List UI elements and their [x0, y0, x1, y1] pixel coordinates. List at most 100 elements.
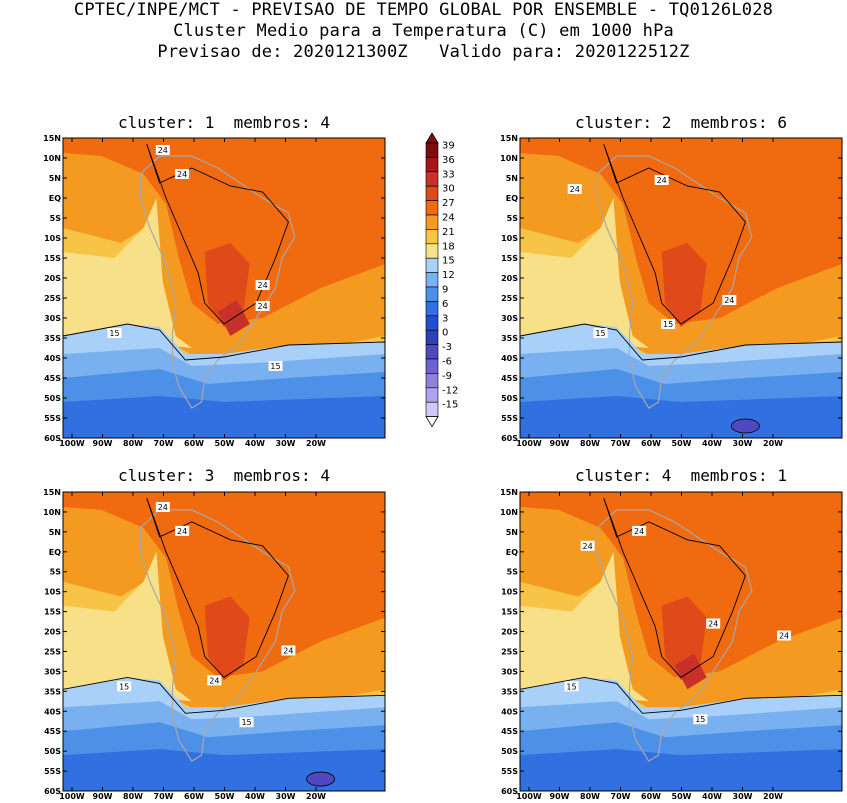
lat-tick-label: 5N: [506, 174, 518, 183]
colorbar-label: 27: [442, 198, 455, 209]
colorbar-swatch: [425, 301, 439, 317]
lat-tick-label: 15N: [43, 488, 61, 497]
contour-label-box: [693, 714, 708, 725]
lat-tick-label: 35S: [501, 687, 518, 696]
colorbar-swatch: [425, 401, 439, 417]
contour-label: 15: [119, 682, 129, 691]
lat-tick-label: 30S: [501, 314, 518, 323]
coastline: [596, 509, 753, 762]
colorbar-bottom-arrow: [425, 416, 439, 428]
contour-label: 15: [241, 718, 251, 727]
lat-tick-label: EQ: [49, 548, 61, 557]
lat-tick-label: 10N: [43, 508, 61, 517]
colorbar-swatch: [425, 344, 439, 360]
colorbar-swatch: [425, 157, 439, 173]
colorbar-label: 9: [442, 285, 448, 296]
contour-label-box: [175, 525, 190, 536]
colorbar-label: -9: [442, 371, 452, 382]
lat-tick-label: 50S: [44, 747, 61, 756]
colorbar-swatch: [425, 257, 439, 273]
colorbar-label: 36: [442, 155, 455, 166]
contour-label: 24: [177, 170, 187, 179]
colorbar-label: 30: [442, 184, 455, 195]
contour-label-box: [777, 630, 792, 641]
lat-tick-label: 10N: [500, 508, 518, 517]
contour-label-box: [255, 280, 270, 290]
lat-tick-label: 40S: [44, 707, 61, 716]
band-c6: [63, 396, 385, 438]
contour-label: 24: [634, 527, 644, 536]
band-c6: [520, 749, 842, 791]
lat-tick-label: 55S: [501, 767, 518, 776]
lat-tick-label: EQ: [49, 194, 61, 203]
lat-tick-label: 20S: [501, 628, 518, 637]
contour-15: [520, 323, 842, 361]
contour-label: 24: [177, 527, 187, 536]
contour-label: 24: [657, 176, 667, 185]
lon-tick-label: 60W: [184, 792, 204, 801]
band-c27: [520, 138, 842, 324]
colorbar-label: 15: [442, 256, 455, 267]
map-title-cluster-1: cluster: 1 membros: 4: [118, 113, 330, 132]
band-c18: [520, 198, 649, 348]
contour-label: 24: [209, 676, 219, 685]
colorbar-label: 24: [442, 213, 455, 224]
contour-label-box: [117, 681, 132, 692]
lat-tick-label: 30S: [44, 314, 61, 323]
contour-label-box: [580, 540, 595, 551]
colorbar-swatch: [425, 229, 439, 245]
lat-tick-label: 5S: [507, 214, 519, 223]
lon-tick-label: 80W: [580, 439, 600, 448]
contour-label-box: [255, 301, 270, 311]
lat-tick-label: 5N: [506, 528, 518, 537]
lat-tick-label: 20S: [501, 274, 518, 283]
colorbar-swatch: [425, 142, 439, 158]
band-c27: [520, 492, 842, 678]
contour-label-box: [107, 328, 122, 338]
colorbar-label: -15: [442, 400, 458, 411]
colorbar-label: 12: [442, 270, 455, 281]
colorbar-swatch: [425, 373, 439, 389]
contour-24: [146, 497, 289, 678]
lat-tick-label: 55S: [44, 414, 61, 423]
figure-title-line1: CPTEC/INPE/MCT - PREVISAO DE TEMPO GLOBA…: [73, 0, 774, 20]
lat-tick-label: 5S: [507, 568, 519, 577]
contour-label-box: [654, 175, 669, 185]
map-panel-1: 24 24 24 24 15 15 15N 10N 5N EQ 5S 10S 15S 20S 25S 30S 3…: [43, 134, 386, 448]
contour-label-box: [281, 645, 296, 656]
contour-label: 24: [158, 503, 168, 512]
contour-24: [603, 143, 746, 325]
colorbar-swatch: [425, 358, 439, 374]
coastline: [139, 509, 296, 762]
lon-tick-label: 60W: [184, 439, 204, 448]
lat-tick-label: 40S: [501, 707, 518, 716]
lon-tick-label: 50W: [672, 792, 692, 801]
lon-tick-label: 100W: [516, 439, 542, 448]
contour-label: 15: [595, 329, 605, 338]
colorbar-swatch: [425, 171, 439, 187]
lat-tick-label: 15S: [44, 254, 61, 263]
contour-label-box: [564, 681, 579, 692]
contour-label-box: [207, 675, 222, 686]
lat-tick-label: 15N: [43, 134, 61, 143]
lon-tick-label: 90W: [550, 792, 570, 801]
lon-tick-label: 100W: [59, 792, 85, 801]
lat-tick-label: 10S: [44, 234, 61, 243]
lon-tick-label: 50W: [672, 439, 692, 448]
band-c6: [520, 396, 842, 438]
lon-tick-label: 30W: [276, 439, 296, 448]
band-c27: [63, 492, 385, 678]
lat-tick-label: 60S: [44, 787, 61, 796]
contour-label: 24: [779, 632, 789, 641]
colorbar-label: 3: [442, 313, 448, 324]
contour-label-box: [155, 145, 170, 155]
lat-tick-label: 15S: [44, 608, 61, 617]
lon-tick-label: 90W: [93, 439, 113, 448]
band-c18: [520, 551, 649, 702]
lat-tick-label: 25S: [501, 647, 518, 656]
lat-tick-label: 50S: [44, 394, 61, 403]
lat-tick-label: 35S: [44, 334, 61, 343]
band-c30: [204, 596, 250, 681]
contour-label-box: [268, 361, 283, 371]
